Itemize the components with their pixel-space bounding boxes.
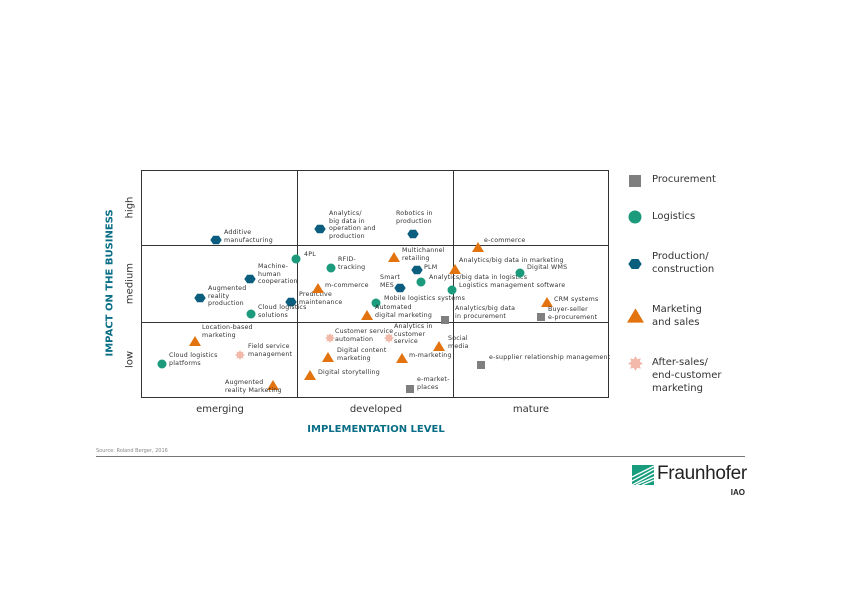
item-label: Analytics/ big data in operation and pro… [329, 210, 376, 240]
item-label: Multichannel retailing [402, 247, 445, 262]
square-marker-icon [628, 173, 642, 192]
item-label: Analytics in customer service [394, 323, 433, 346]
star-marker-icon [235, 345, 245, 364]
grid-line-vertical [453, 170, 454, 398]
logo-sub: IAO [730, 488, 745, 497]
star-marker-icon [384, 328, 394, 347]
triangle-marker-icon [626, 307, 644, 328]
item-label: Automated digital marketing [375, 304, 433, 319]
legend-label: Production/ construction [652, 251, 715, 275]
y-level-low: low [124, 350, 136, 369]
x-level-mature: mature [512, 404, 550, 415]
item-label: m-marketing [409, 352, 452, 359]
item-label: e-commerce [484, 237, 526, 244]
item-label: RFID- tracking [338, 256, 366, 271]
item-label: Analytics/big data in logistics [429, 274, 528, 281]
square-marker-icon [405, 379, 415, 398]
hexagon-marker-icon [411, 261, 423, 280]
hexagon-marker-icon [628, 256, 642, 275]
circle-marker-icon [628, 209, 642, 228]
circle-marker-icon [515, 263, 525, 282]
triangle-marker-icon [304, 366, 316, 385]
triangle-marker-icon [361, 306, 373, 325]
hexagon-marker-icon [394, 279, 406, 298]
item-label: Augmented reality production [208, 285, 247, 308]
triangle-marker-icon [312, 279, 324, 298]
matrix-plot-area [141, 170, 609, 398]
x-axis-title: IMPLEMENTATION LEVEL [307, 424, 445, 435]
x-level-developed: developed [349, 404, 403, 415]
item-label: Mobile logistics systems [384, 295, 466, 302]
item-label: Additive manufacturing [224, 229, 273, 244]
legend-label: After-sales/ end-customer marketing [652, 357, 722, 394]
hexagon-marker-icon [210, 231, 222, 250]
item-label: Buyer-seller e-procurement [548, 306, 598, 321]
circle-marker-icon [157, 354, 167, 373]
square-marker-icon [440, 310, 450, 329]
triangle-marker-icon [189, 332, 201, 351]
triangle-marker-icon [388, 248, 400, 267]
circle-marker-icon [246, 304, 256, 323]
hexagon-marker-icon [285, 293, 297, 312]
item-label: Robotics in production [396, 210, 433, 225]
triangle-marker-icon [267, 376, 279, 395]
triangle-marker-icon [472, 238, 484, 257]
item-label: Analytics/big data in marketing [459, 257, 564, 264]
source-note: Source: Roland Berger, 2016 [96, 448, 168, 454]
item-label: 4PL [304, 251, 316, 258]
y-level-medium: medium [124, 262, 136, 305]
item-label: Cloud logistics solutions [258, 304, 307, 319]
star-marker-icon [627, 355, 643, 375]
circle-marker-icon [447, 280, 457, 299]
item-label: CRM systems [554, 296, 599, 303]
fraunhofer-logo-mark-icon [632, 465, 654, 485]
star-marker-icon [325, 328, 335, 347]
legend-label: Logistics [652, 211, 696, 222]
triangle-marker-icon [396, 349, 408, 368]
legend-label: Marketing and sales [652, 304, 702, 328]
item-label: Logistics management software [459, 282, 566, 289]
item-label: Location-based marketing [202, 324, 253, 339]
item-label: e-supplier relationship management [489, 354, 611, 361]
item-label: Smart MES [380, 274, 401, 289]
item-label: Digital storytelling [318, 369, 380, 376]
circle-marker-icon [291, 249, 301, 268]
item-label: Machine- human cooperation [258, 263, 298, 286]
item-label: Social media [448, 335, 469, 350]
logo-text: Fraunhofer [657, 463, 747, 484]
triangle-marker-icon [449, 260, 461, 279]
hexagon-marker-icon [244, 270, 256, 289]
grid-line-vertical [297, 170, 298, 398]
item-label: m-commerce [325, 282, 369, 289]
item-label: Augmented reality Marketing [225, 379, 282, 394]
hexagon-marker-icon [407, 225, 419, 244]
grid-line-horizontal [141, 245, 609, 246]
y-level-high: high [124, 196, 136, 219]
item-label: PLM [424, 264, 438, 271]
circle-marker-icon [371, 293, 381, 312]
item-label: Field service management [248, 343, 293, 358]
triangle-marker-icon [433, 337, 445, 356]
hexagon-marker-icon [314, 220, 326, 239]
hexagon-marker-icon [194, 289, 206, 308]
footer-divider [96, 456, 745, 457]
item-label: Digital WMS [527, 264, 568, 271]
y-axis-title: IMPACT ON THE BUSINESS [104, 209, 116, 357]
item-label: e-market- places [417, 376, 450, 391]
square-marker-icon [476, 355, 486, 374]
item-label: Cloud logistics platforms [169, 352, 218, 367]
item-label: Digital content marketing [337, 347, 387, 362]
triangle-marker-icon [322, 348, 334, 367]
circle-marker-icon [416, 272, 426, 291]
grid-line-horizontal [141, 322, 609, 323]
x-level-emerging: emerging [196, 404, 244, 415]
square-marker-icon [536, 307, 546, 326]
fraunhofer-logo: Fraunhofer IAO [632, 463, 747, 499]
item-label: Customer service automation [335, 328, 394, 343]
circle-marker-icon [326, 258, 336, 277]
item-label: Predictive maintenance [299, 291, 343, 306]
legend-label: Procurement [652, 174, 716, 185]
item-label: Analytics/big data in procurement [455, 305, 516, 320]
triangle-marker-icon [541, 293, 553, 312]
